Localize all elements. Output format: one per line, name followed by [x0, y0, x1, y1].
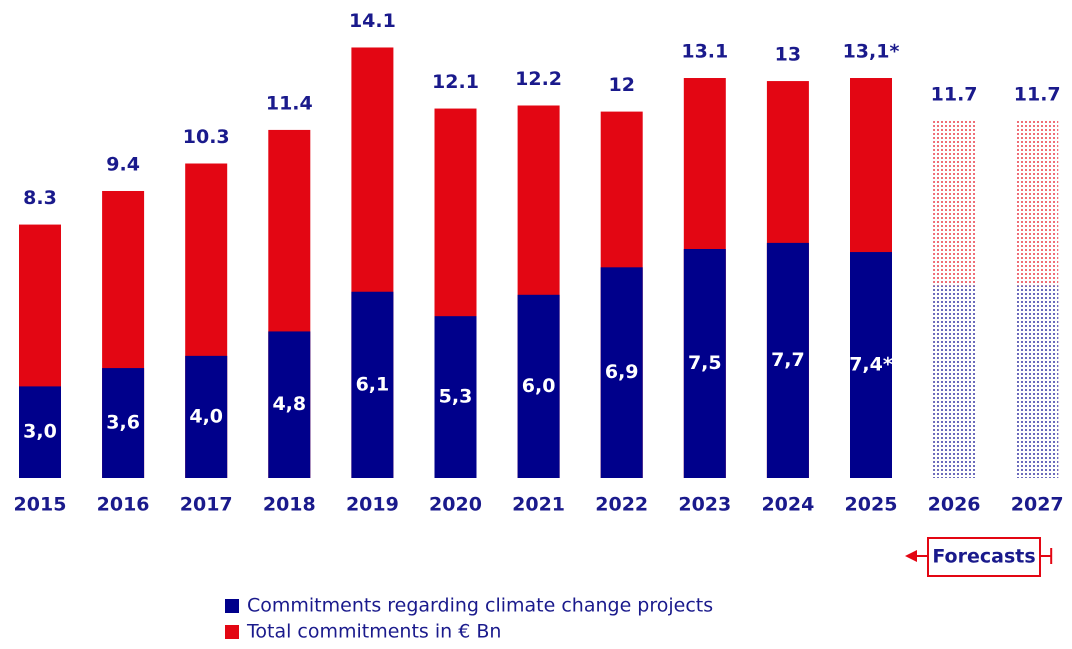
total-label: 13: [775, 44, 801, 66]
bar: [600, 267, 643, 478]
climate-label: 4,0: [189, 405, 223, 427]
bar: [185, 355, 228, 478]
total-label: 11.7: [931, 83, 978, 105]
bar: [351, 291, 394, 478]
x-tick-label: 2025: [845, 494, 898, 516]
climate-label: 6,1: [356, 373, 390, 395]
bar: [1016, 285, 1059, 478]
climate-label: 5,3: [439, 386, 473, 408]
x-tick-label: 2016: [97, 494, 150, 516]
climate-label: 7,4*: [849, 354, 893, 376]
x-tick-label: 2021: [512, 494, 565, 516]
climate-label: 4,8: [272, 393, 306, 415]
legend-label: Total commitments in € Bn: [246, 621, 501, 643]
bar: [268, 331, 311, 478]
bar: [102, 368, 145, 478]
forecast-arrow-head: [905, 550, 917, 562]
climate-label: 3,6: [106, 412, 140, 434]
bar: [517, 294, 560, 478]
legend-label: Commitments regarding climate change pro…: [247, 595, 713, 617]
x-tick-label: 2026: [928, 494, 981, 516]
bar: [19, 386, 61, 478]
bar: [933, 285, 976, 478]
x-tick-label: 2020: [429, 494, 482, 516]
legend-swatch: [225, 599, 239, 613]
climate-label: 6,0: [522, 375, 556, 397]
total-label: 14.1: [349, 10, 396, 32]
total-label: 13,1*: [843, 41, 900, 63]
total-label: 11.4: [266, 92, 313, 114]
legend-swatch: [225, 625, 239, 639]
climate-label: 7,5: [688, 352, 722, 374]
bar: [683, 249, 726, 478]
total-label: 12.1: [432, 71, 479, 93]
forecast-box: [927, 537, 1041, 577]
climate-label: 6,9: [605, 361, 639, 383]
total-label: 8.3: [23, 187, 57, 209]
x-tick-label: 2024: [761, 494, 814, 516]
total-label: 10.3: [183, 126, 230, 148]
climate-label: 7,7: [771, 349, 805, 371]
x-tick-label: 2019: [346, 494, 399, 516]
total-label: 11.7: [1014, 83, 1061, 105]
forecast-label: Forecasts: [932, 546, 1035, 568]
total-label: 13.1: [681, 41, 728, 63]
x-tick-label: 2017: [180, 494, 233, 516]
climate-label: 3,0: [23, 421, 57, 443]
total-label: 9.4: [106, 153, 140, 175]
x-tick-label: 2018: [263, 494, 316, 516]
x-tick-label: 2022: [595, 494, 648, 516]
x-tick-label: 2027: [1011, 494, 1064, 516]
bar: [766, 242, 809, 478]
bar: [850, 252, 892, 478]
x-tick-label: 2023: [678, 494, 731, 516]
total-label: 12.2: [515, 68, 562, 90]
x-tick-label: 2015: [14, 494, 67, 516]
total-label: 12: [608, 74, 634, 96]
bar: [434, 316, 477, 478]
